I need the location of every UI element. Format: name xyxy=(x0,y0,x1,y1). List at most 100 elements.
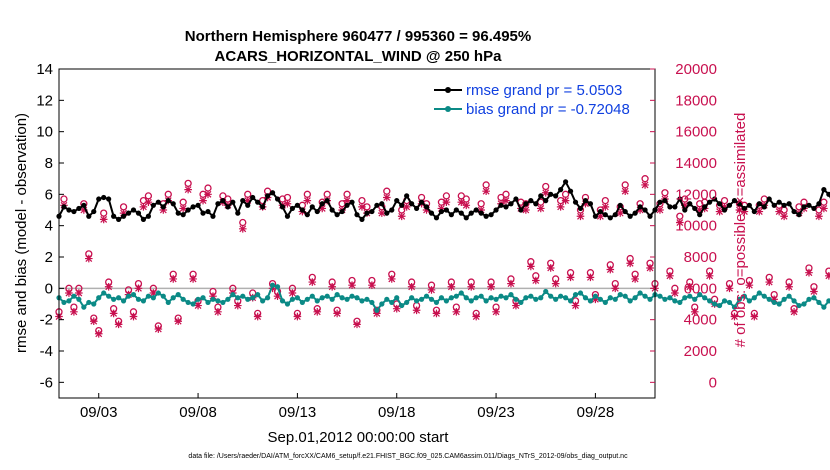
obs-assimilated-point xyxy=(313,308,322,316)
x-axis: 09/03 09/08 09/13 09/18 09/23 09/28 xyxy=(80,393,614,421)
rmse-point xyxy=(478,210,484,216)
bias-point xyxy=(101,290,107,296)
obs-assimilated-point xyxy=(606,265,615,274)
y-tick-label: 0 xyxy=(45,280,53,297)
rmse-point xyxy=(71,208,77,215)
bias-point xyxy=(76,296,82,302)
obs-assimilated-point xyxy=(705,272,714,280)
rmse-point xyxy=(622,208,628,215)
obs-assimilated-point xyxy=(80,206,88,214)
bias-point xyxy=(364,296,370,302)
bias-point xyxy=(478,293,484,299)
legend-bias-marker xyxy=(445,106,451,112)
rmse-point xyxy=(379,201,385,207)
rmse-point xyxy=(175,210,181,216)
rmse-point xyxy=(463,215,469,221)
rmse-point xyxy=(687,201,693,207)
bias-point xyxy=(577,290,584,296)
bias-point xyxy=(473,295,479,301)
rmse-point xyxy=(81,202,87,208)
rmse-point xyxy=(433,215,440,221)
obs-assimilated-point xyxy=(204,190,212,199)
bias-point xyxy=(548,293,554,299)
obs-assimilated-point xyxy=(770,295,778,304)
rmse-point xyxy=(662,198,668,204)
bias-point xyxy=(632,295,638,301)
bias-point xyxy=(498,293,504,299)
obs-assimilated-point xyxy=(532,276,540,285)
obs-assimilated-point xyxy=(442,198,451,206)
bias-point xyxy=(344,296,350,302)
obs-assimilated-point xyxy=(199,196,207,205)
y-tick-label: 2 xyxy=(45,249,53,266)
obs-assimilated-point xyxy=(576,212,585,221)
obs-assimilated-point xyxy=(238,225,247,233)
rmse-point xyxy=(716,201,723,207)
bias-point xyxy=(662,296,668,302)
bias-point xyxy=(160,293,166,299)
obs-assimilated-point xyxy=(89,317,98,326)
obs-assimilated-point xyxy=(512,301,520,310)
bias-point xyxy=(677,299,683,306)
y-tick-label: 6 xyxy=(45,186,53,203)
bias-point xyxy=(414,298,420,304)
bias-point xyxy=(269,282,276,288)
bias-point xyxy=(463,295,469,301)
obs-assimilated-point xyxy=(601,203,610,211)
rmse-point xyxy=(210,213,216,219)
rmse-point xyxy=(404,193,410,199)
obs-assimilated-point xyxy=(189,275,197,283)
rmse-point xyxy=(731,198,738,204)
y-tick-label: 4 xyxy=(45,218,53,235)
bias-point xyxy=(409,295,415,301)
obs-assimilated-point xyxy=(333,309,341,318)
rmse-point xyxy=(816,201,822,207)
obs-assimilated-point xyxy=(666,272,674,280)
bias-point xyxy=(215,298,221,304)
rmse-point xyxy=(572,199,579,205)
obs-assimilated-point xyxy=(626,259,634,268)
y2-tick-label: 14000 xyxy=(675,155,717,172)
bias-point xyxy=(165,299,171,306)
obs-assimilated-point xyxy=(422,206,431,214)
obs-assimilated-point xyxy=(174,317,182,326)
bias-point xyxy=(637,290,643,296)
bias-point xyxy=(428,296,435,302)
bias-point xyxy=(130,292,137,298)
obs-assimilated-point xyxy=(353,320,361,329)
rmse-point xyxy=(319,201,325,207)
bias-point xyxy=(483,298,489,304)
legend-rmse-marker xyxy=(445,87,451,93)
rmse-point xyxy=(488,212,494,218)
rmse-point xyxy=(473,207,479,213)
obs-assimilated-point xyxy=(104,282,113,291)
rmse-point xyxy=(677,196,683,202)
bias-point xyxy=(81,304,87,310)
obs-possible-point xyxy=(720,196,729,205)
rmse-point xyxy=(602,212,608,218)
rmse-point xyxy=(498,202,504,208)
bias-point xyxy=(91,301,97,307)
rmse-point xyxy=(801,204,807,210)
bias-point xyxy=(304,296,310,302)
rmse-point xyxy=(160,204,166,210)
obs-assimilated-point xyxy=(234,301,242,310)
rmse-point xyxy=(339,208,345,215)
rmse-point xyxy=(607,215,613,221)
bias-point xyxy=(205,299,211,306)
rmse-point xyxy=(116,216,122,222)
bias-point xyxy=(771,299,777,306)
bias-point xyxy=(582,295,589,301)
obs-assimilated-point xyxy=(273,292,282,300)
rmse-point xyxy=(309,204,315,210)
x-tick-label: 09/28 xyxy=(577,404,615,421)
rmse-point xyxy=(76,205,82,212)
obs-assimilated-point xyxy=(695,206,704,214)
bias-point xyxy=(374,307,380,313)
bias-point xyxy=(726,299,733,306)
obs-assimilated-point xyxy=(725,284,734,293)
rmse-point xyxy=(567,188,574,194)
bias-point xyxy=(826,298,830,304)
rmse-point xyxy=(220,198,226,204)
